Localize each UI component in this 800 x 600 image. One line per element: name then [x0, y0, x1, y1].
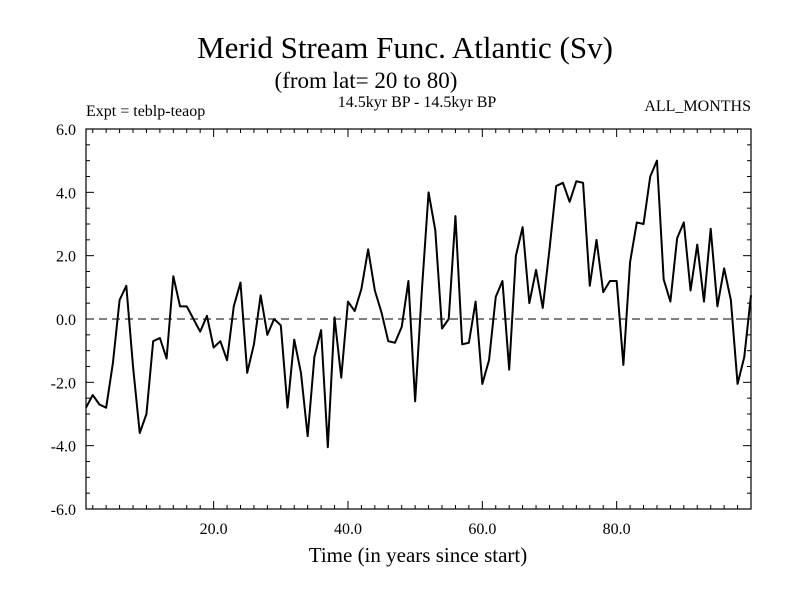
chart-subtitle: (from lat= 20 to 80): [275, 68, 458, 93]
x-axis-label: Time (in years since start): [309, 543, 528, 567]
y-tick-label: 4.0: [56, 185, 76, 202]
series-line: [85, 159, 752, 449]
period-label: 14.5kyr BP - 14.5kyr BP: [338, 94, 497, 111]
y-tick-label: 0.0: [56, 312, 76, 329]
y-tick-label: 6.0: [56, 122, 76, 139]
x-tick-label: 40.0: [334, 521, 362, 538]
y-tick-label: -4.0: [51, 439, 76, 456]
axis-ticks: [86, 128, 751, 510]
x-tick-label: 20.0: [200, 521, 228, 538]
y-tick-labels: -6.0 -4.0 -2.0 0.0 2.0 4.0 6.0: [51, 122, 76, 519]
x-tick-label: 60.0: [468, 521, 496, 538]
chart-title: Merid Stream Func. Atlantic (Sv): [197, 30, 613, 65]
months-label: ALL_MONTHS: [644, 98, 751, 115]
series-layer: [85, 159, 752, 449]
y-tick-label: 2.0: [56, 249, 76, 266]
x-tick-labels: 20.0 40.0 60.0 80.0: [200, 521, 631, 538]
x-tick-label: 80.0: [603, 521, 631, 538]
y-tick-label: -6.0: [51, 502, 76, 519]
y-tick-label: -2.0: [51, 375, 76, 392]
expt-label: Expt = teblp-teaop: [86, 103, 205, 120]
